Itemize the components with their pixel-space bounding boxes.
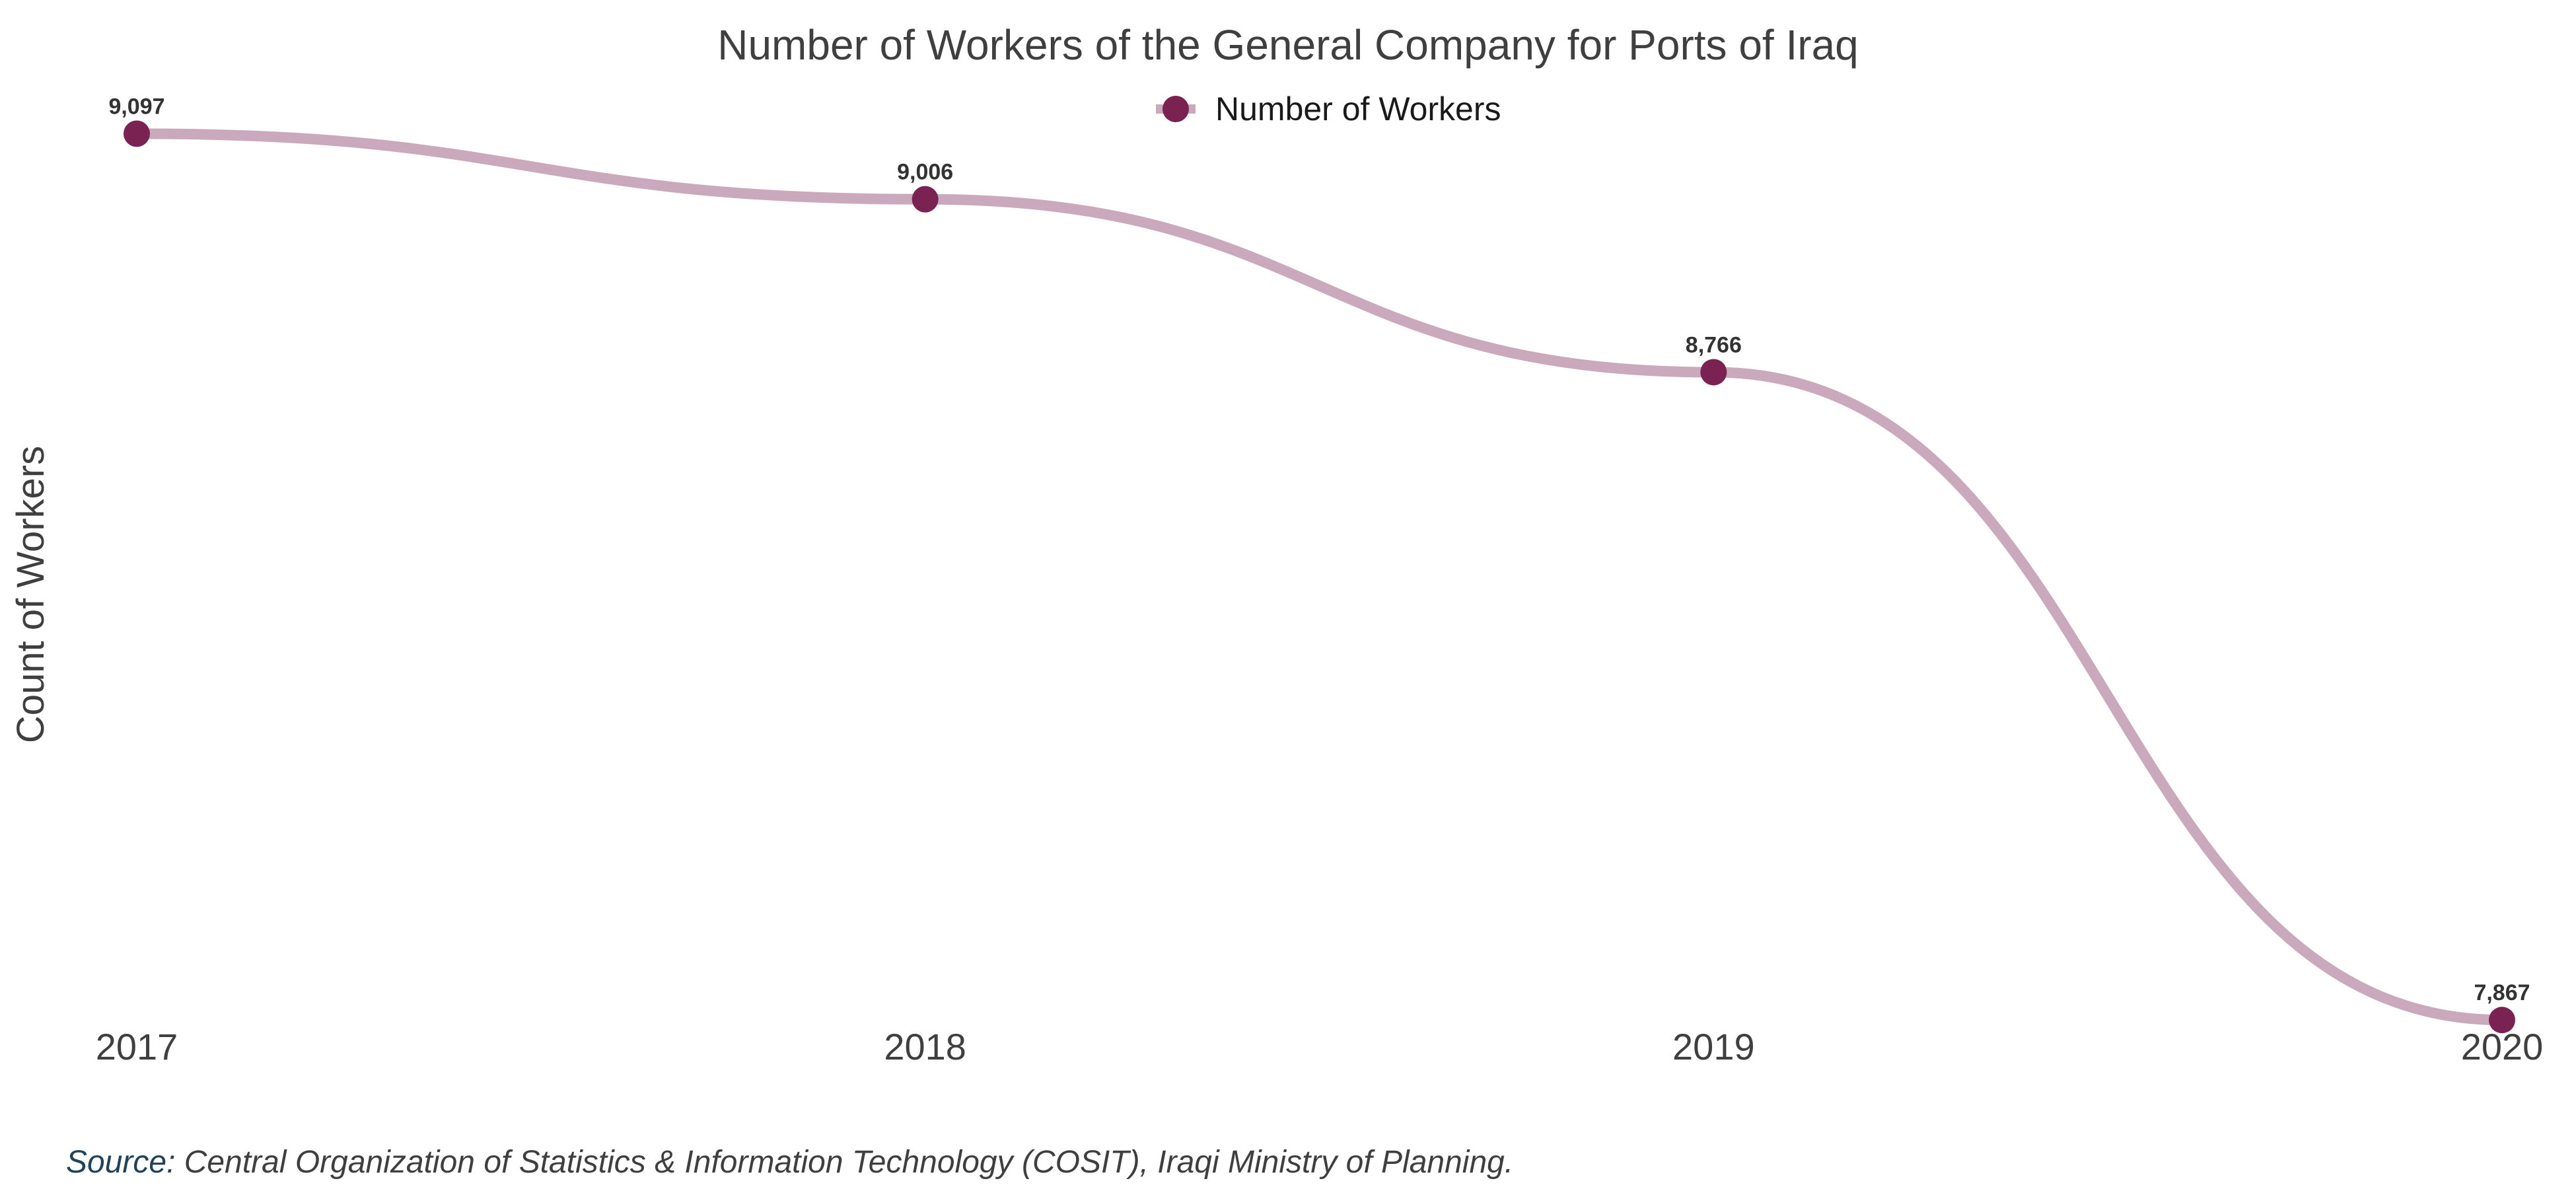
data-label: 8,766 [1686, 332, 1742, 357]
data-point [2489, 1007, 2515, 1034]
plot-area: 9,097 9,006 8,766 7,867 [108, 94, 2530, 1034]
data-point [1700, 359, 1727, 386]
source-note: Source: Central Organization of Statisti… [66, 1145, 1513, 1180]
series-line [131, 128, 2507, 1026]
y-axis-label: Count of Workers [9, 446, 52, 743]
x-tick-label: 2020 [2461, 1026, 2544, 1067]
legend: Number of Workers [1156, 90, 1501, 127]
x-axis-ticks: 2017 2018 2019 2020 [96, 1026, 2544, 1067]
legend-label: Number of Workers [1215, 90, 1501, 127]
data-point [912, 186, 939, 213]
data-label: 9,006 [897, 160, 953, 185]
x-tick-label: 2017 [96, 1026, 178, 1067]
source-prefix: Source: [66, 1145, 175, 1180]
x-tick-label: 2019 [1672, 1026, 1755, 1067]
data-label: 9,097 [108, 94, 164, 119]
chart-title: Number of Workers of the General Company… [717, 21, 1859, 69]
source-text: Central Organization of Statistics & Inf… [175, 1145, 1513, 1180]
data-point [124, 120, 150, 147]
legend-marker-swatch [1163, 96, 1189, 122]
x-tick-label: 2018 [884, 1026, 966, 1067]
data-label: 7,867 [2474, 980, 2530, 1005]
